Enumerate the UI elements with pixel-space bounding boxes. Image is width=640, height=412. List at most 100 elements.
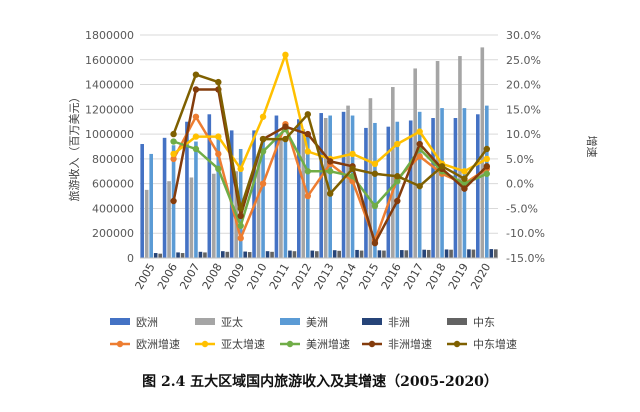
bar — [404, 250, 409, 258]
x-tick-label: 2020 — [468, 261, 493, 292]
legend-swatch — [116, 340, 124, 348]
legend-label: 非洲增速 — [388, 337, 432, 351]
bar — [319, 113, 323, 258]
legend-label: 欧洲增速 — [136, 337, 180, 351]
bar — [359, 250, 364, 258]
bar — [453, 118, 458, 258]
series-point — [192, 86, 200, 93]
series-point — [483, 145, 491, 153]
y2-axis-title: 增速 — [585, 136, 599, 158]
series-point — [170, 155, 177, 163]
bar — [279, 139, 283, 258]
bar — [252, 130, 256, 258]
series-point — [259, 180, 267, 187]
legend-label: 中东增速 — [473, 337, 517, 351]
bar — [288, 250, 292, 258]
series-point — [371, 160, 379, 168]
x-tick-label: 2009 — [222, 261, 247, 292]
legend-swatch — [286, 340, 294, 348]
bar — [346, 105, 350, 258]
series-point — [237, 222, 244, 229]
bar — [341, 111, 346, 258]
series-point — [416, 140, 423, 148]
y-axis-title: 旅游收入（百万美元） — [67, 92, 81, 202]
series-point — [237, 212, 244, 220]
legend-label: 欧洲 — [136, 316, 158, 329]
series-point — [371, 202, 379, 210]
series-point — [170, 197, 177, 205]
bar — [382, 250, 386, 258]
bar — [301, 129, 306, 258]
series-point — [461, 175, 468, 182]
bar — [395, 121, 400, 258]
y2-tick-label: 15.0% — [506, 103, 541, 116]
bar — [207, 114, 212, 259]
y2-tick-label: -10.0% — [506, 227, 545, 240]
bar — [225, 251, 230, 258]
series-point — [349, 150, 356, 158]
bar — [391, 87, 395, 259]
x-tick-label: 2017 — [401, 261, 426, 292]
series-point — [394, 140, 401, 148]
y-tick-label: 600000 — [92, 178, 134, 191]
series-point — [237, 205, 244, 212]
legend-swatch — [362, 318, 382, 325]
series-point — [259, 113, 267, 120]
bar — [310, 250, 315, 258]
series-point — [461, 168, 468, 175]
legend-swatch — [195, 318, 215, 325]
bar — [270, 251, 274, 258]
bar — [323, 118, 328, 258]
x-tick-label: 2005 — [133, 261, 158, 292]
bar — [216, 139, 221, 258]
series-point — [416, 182, 423, 190]
y-tick-label: 1800000 — [85, 29, 134, 42]
bar — [485, 105, 489, 258]
series-point — [192, 113, 200, 120]
bar — [467, 249, 471, 258]
bar — [243, 251, 247, 258]
bar — [153, 253, 158, 258]
x-tick-label: 2016 — [379, 261, 404, 292]
x-tick-label: 2014 — [334, 261, 359, 292]
bar — [229, 130, 234, 258]
series-point — [349, 165, 356, 172]
x-tick-label: 2015 — [356, 261, 381, 292]
series-point — [304, 130, 312, 138]
bar — [198, 251, 203, 258]
bar — [332, 250, 337, 258]
legend-swatch — [280, 318, 300, 325]
bar — [176, 252, 180, 258]
legend-swatch — [201, 340, 209, 348]
series-point — [259, 135, 267, 143]
bar — [373, 122, 377, 258]
y-tick-label: 1400000 — [85, 79, 134, 92]
y2-tick-label: 10.0% — [506, 128, 541, 141]
y2-tick-label: 5.0% — [506, 153, 534, 166]
bar — [350, 115, 355, 259]
bar — [256, 153, 261, 258]
series-point — [237, 234, 244, 242]
series-point — [483, 155, 491, 163]
series-point — [237, 165, 244, 172]
y2-tick-label: 20.0% — [506, 79, 541, 92]
bar — [377, 250, 382, 258]
series-point — [192, 133, 200, 140]
legend-label: 亚太增速 — [221, 337, 265, 351]
bar — [489, 249, 494, 258]
series-point — [461, 185, 468, 192]
y-tick-label: 1600000 — [85, 54, 134, 67]
bar — [480, 47, 485, 259]
y2-tick-label: -15.0% — [506, 252, 545, 265]
y-tick-label: 200000 — [92, 227, 134, 240]
bar — [431, 118, 435, 258]
series-point — [192, 145, 200, 153]
series-point — [394, 177, 401, 185]
y2-tick-label: 0.0% — [506, 178, 534, 191]
bar — [337, 250, 341, 258]
bar — [408, 120, 413, 258]
x-tick-label: 2006 — [155, 261, 180, 292]
y2-tick-label: 25.0% — [506, 54, 541, 67]
bar — [297, 119, 301, 258]
